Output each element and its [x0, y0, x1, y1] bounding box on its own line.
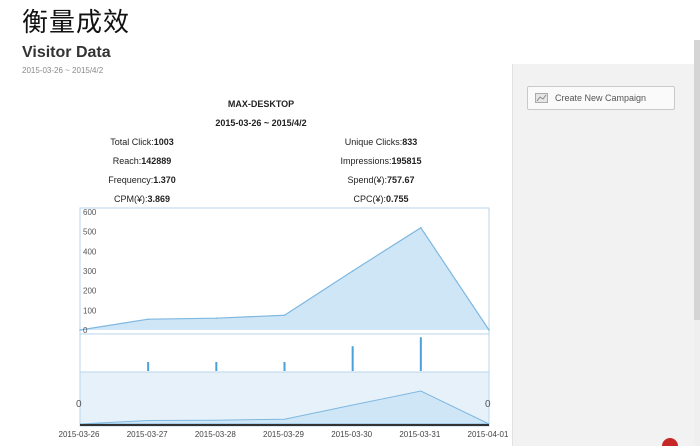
area-fill [80, 227, 489, 330]
unique-clicks-stat: Unique Clicks:833 [344, 137, 418, 147]
y-tick-label: 400 [83, 247, 97, 256]
data-point [147, 318, 149, 320]
right-panel [512, 64, 695, 446]
navigator-label-right: 0 [485, 399, 491, 410]
y-tick-label: 200 [83, 287, 97, 296]
frequency-stat: Frequency:1.370 [108, 175, 176, 185]
scrollbar-thumb[interactable] [694, 40, 700, 320]
campaign-name: MAX-DESKTOP [227, 99, 295, 109]
data-point [351, 270, 354, 272]
data-point [420, 226, 422, 229]
x-tick-label: 2015-03-28 [195, 430, 236, 439]
reach-stat: Reach:142889 [112, 156, 172, 166]
corner-badge-icon [662, 438, 678, 446]
data-point [79, 329, 81, 331]
y-tick-label: 100 [83, 306, 97, 315]
navigator-area [79, 390, 490, 425]
y-tick-label: 0 [83, 326, 88, 335]
x-tick-label: 2015-03-30 [331, 430, 372, 439]
create-campaign-button[interactable]: Create New Campaign [527, 86, 675, 110]
x-tick-label: 2015-03-26 [59, 430, 100, 439]
cpm-stat: CPM(¥):3.869 [113, 194, 171, 204]
create-campaign-label: Create New Campaign [555, 93, 647, 103]
scrollbar[interactable] [694, 40, 700, 446]
y-tick-label: 500 [83, 228, 97, 237]
line-chart-icon [535, 93, 548, 103]
data-point [215, 317, 218, 320]
cpc-stat: CPC(¥):0.755 [353, 194, 409, 204]
x-tick-label: 2015-04-01 [468, 430, 509, 439]
x-tick-label: 2015-03-29 [263, 430, 304, 439]
data-point [488, 329, 490, 331]
impressions-stat: Impressions:195815 [340, 156, 422, 166]
spend-stat: Spend(¥):757.67 [347, 175, 415, 185]
x-tick-label: 2015-03-31 [399, 430, 440, 439]
stats-range: 2015-03-26 ~ 2015/4/2 [215, 118, 307, 128]
data-point [283, 314, 286, 317]
page-heading: 衡量成效 [22, 8, 131, 38]
total-click-stat: Total Click:1003 [110, 137, 174, 147]
y-tick-label: 600 [83, 208, 97, 217]
date-range: 2015-03-26 ~ 2015/4/2 [22, 66, 104, 75]
page-title: Visitor Data [22, 44, 111, 61]
navigator-label-left: 0 [76, 399, 82, 410]
y-tick-label: 300 [83, 267, 97, 276]
x-tick-label: 2015-03-27 [127, 430, 168, 439]
